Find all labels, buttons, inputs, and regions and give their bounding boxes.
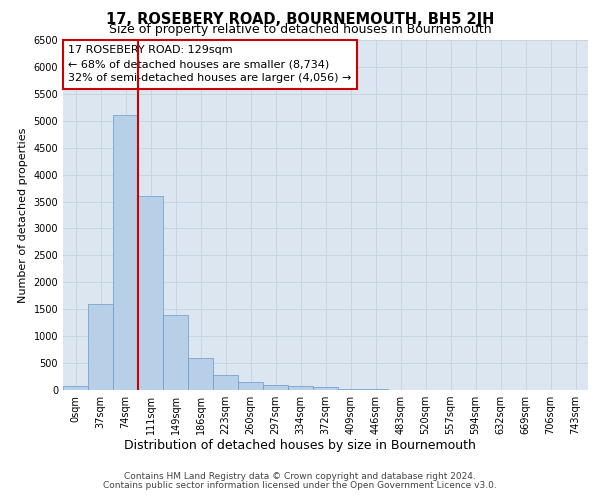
Bar xyxy=(313,388,338,390)
Bar xyxy=(63,386,88,390)
Bar xyxy=(163,314,188,390)
Bar xyxy=(238,382,263,390)
Text: Contains public sector information licensed under the Open Government Licence v3: Contains public sector information licen… xyxy=(103,481,497,490)
Bar xyxy=(138,196,163,390)
Bar xyxy=(88,304,113,390)
Text: Distribution of detached houses by size in Bournemouth: Distribution of detached houses by size … xyxy=(124,440,476,452)
Bar xyxy=(213,375,238,390)
Y-axis label: Number of detached properties: Number of detached properties xyxy=(18,128,28,302)
Text: 17, ROSEBERY ROAD, BOURNEMOUTH, BH5 2JH: 17, ROSEBERY ROAD, BOURNEMOUTH, BH5 2JH xyxy=(106,12,494,27)
Text: Size of property relative to detached houses in Bournemouth: Size of property relative to detached ho… xyxy=(109,22,491,36)
Text: 17 ROSEBERY ROAD: 129sqm
← 68% of detached houses are smaller (8,734)
32% of sem: 17 ROSEBERY ROAD: 129sqm ← 68% of detach… xyxy=(68,46,352,84)
Bar xyxy=(263,384,288,390)
Bar xyxy=(338,388,363,390)
Bar xyxy=(113,116,138,390)
Bar xyxy=(288,386,313,390)
Text: Contains HM Land Registry data © Crown copyright and database right 2024.: Contains HM Land Registry data © Crown c… xyxy=(124,472,476,481)
Bar xyxy=(188,358,213,390)
